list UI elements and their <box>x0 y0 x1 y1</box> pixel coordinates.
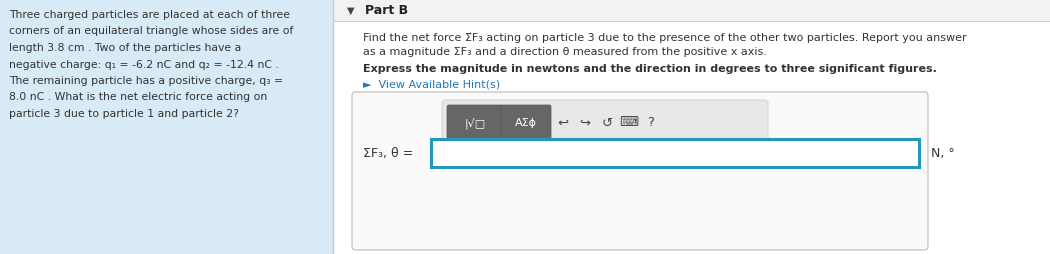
Text: ↺: ↺ <box>602 116 612 129</box>
FancyBboxPatch shape <box>442 101 768 145</box>
Text: 8.0 nC . What is the net electric force acting on: 8.0 nC . What is the net electric force … <box>9 92 268 102</box>
Text: ↪: ↪ <box>580 116 590 129</box>
Text: N, °: N, ° <box>931 147 954 160</box>
FancyBboxPatch shape <box>352 93 928 250</box>
Text: ⌨: ⌨ <box>620 116 638 129</box>
Text: ↩: ↩ <box>558 116 568 129</box>
Text: length 3.8 cm . Two of the particles have a: length 3.8 cm . Two of the particles hav… <box>9 43 242 53</box>
Text: Find the net force Σ⃗F₃ acting on particle 3 due to the presence of the other tw: Find the net force Σ⃗F₃ acting on partic… <box>363 32 967 42</box>
Text: negative charge: q₁ = -6.2 nC and q₂ = -12.4 nC .: negative charge: q₁ = -6.2 nC and q₂ = -… <box>9 59 279 69</box>
FancyBboxPatch shape <box>447 106 503 139</box>
Bar <box>0 0 333 254</box>
Text: |√□: |√□ <box>464 117 485 128</box>
FancyBboxPatch shape <box>501 106 551 139</box>
Text: Three charged particles are placed at each of three: Three charged particles are placed at ea… <box>9 10 290 20</box>
Bar <box>333 0 1050 22</box>
Text: AΣϕ: AΣϕ <box>514 118 537 128</box>
Bar <box>430 139 919 167</box>
Text: ►  View Available Hint(s): ► View Available Hint(s) <box>363 80 500 90</box>
Text: Express the magnitude in newtons and the direction in degrees to three significa: Express the magnitude in newtons and the… <box>363 64 937 74</box>
Text: ΣF₃, θ =: ΣF₃, θ = <box>363 147 414 160</box>
Text: as a magnitude ΣF₃ and a direction θ measured from the positive x axis.: as a magnitude ΣF₃ and a direction θ mea… <box>363 47 766 57</box>
Text: particle 3 due to particle 1 and particle 2?: particle 3 due to particle 1 and particl… <box>9 108 239 119</box>
Text: corners of an equilateral triangle whose sides are of: corners of an equilateral triangle whose… <box>9 26 293 36</box>
Text: Part B: Part B <box>365 5 408 18</box>
Text: ▼: ▼ <box>348 6 355 16</box>
Text: The remaining particle has a positive charge, q₃ =: The remaining particle has a positive ch… <box>9 76 284 86</box>
Text: ?: ? <box>648 116 654 129</box>
